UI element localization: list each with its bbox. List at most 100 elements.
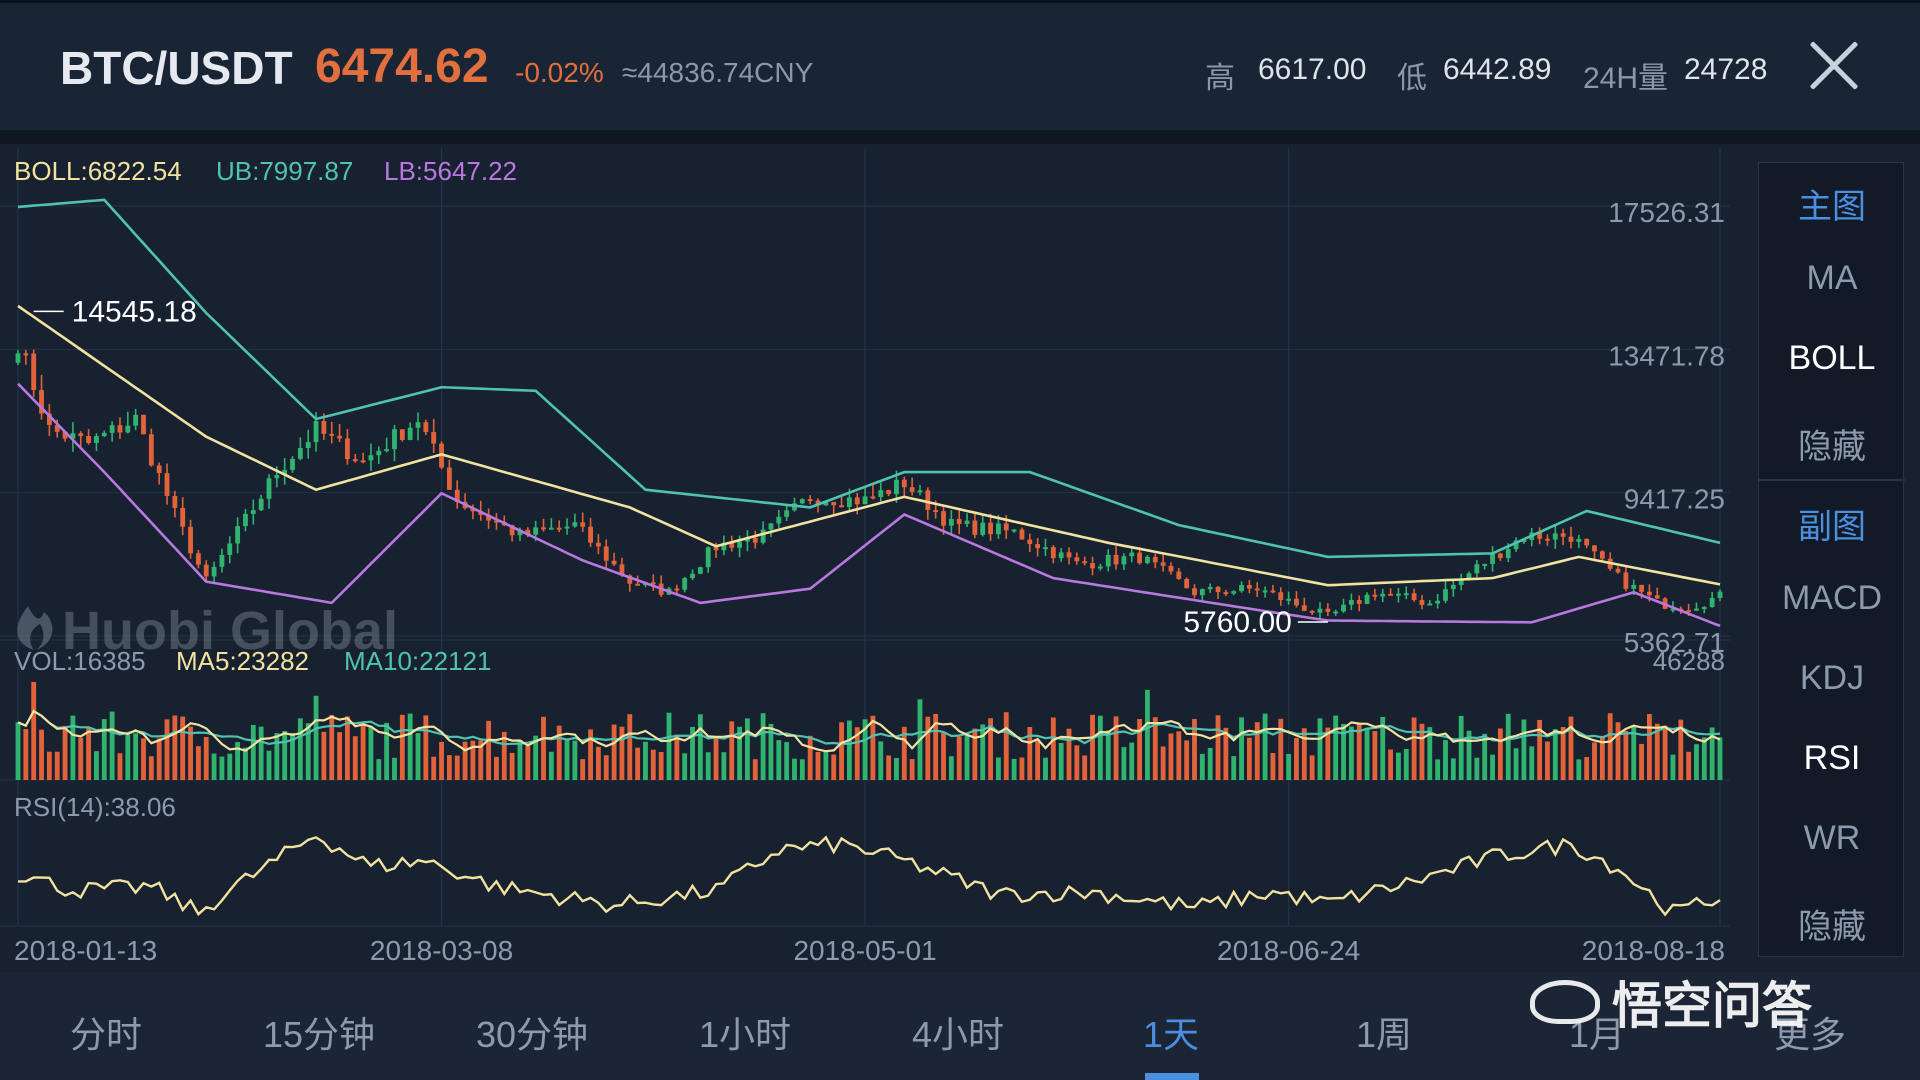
volume-bar bbox=[54, 751, 60, 780]
interval-tab-5[interactable]: 1天 bbox=[1142, 1014, 1200, 1055]
volume-bar bbox=[1207, 747, 1213, 780]
volume-bar bbox=[1058, 742, 1064, 780]
close-icon[interactable] bbox=[1808, 39, 1860, 91]
indicator-option-7[interactable]: RSI bbox=[1803, 739, 1861, 777]
candle bbox=[1192, 584, 1197, 599]
candle bbox=[768, 522, 774, 538]
candle bbox=[156, 462, 162, 485]
candle bbox=[1262, 586, 1268, 598]
volume-bar bbox=[1623, 730, 1629, 780]
volume-bar bbox=[972, 728, 978, 780]
volume-bar bbox=[1027, 726, 1033, 780]
kline-chart[interactable]: Huobi Global 14545.18 5760.00 BOLL:6822.5… bbox=[0, 144, 1755, 972]
volume-bar bbox=[368, 726, 374, 780]
volume-bar bbox=[862, 719, 868, 780]
volume-bar bbox=[1435, 759, 1441, 780]
candle bbox=[1333, 609, 1339, 616]
volume-bar bbox=[486, 720, 492, 780]
candle bbox=[360, 452, 366, 464]
indicator-option-3[interactable]: 隐藏 bbox=[1798, 428, 1866, 466]
candle bbox=[658, 575, 664, 597]
volume-bar bbox=[745, 718, 750, 780]
candle bbox=[611, 552, 617, 567]
indicator-option-6[interactable]: KDJ bbox=[1799, 659, 1865, 697]
trading-pair[interactable]: BTC/USDT bbox=[60, 42, 293, 94]
candle bbox=[1058, 547, 1064, 562]
interval-tab-4[interactable]: 4小时 bbox=[911, 1014, 1005, 1055]
volume-bar bbox=[807, 735, 813, 780]
candle bbox=[392, 425, 397, 462]
volume-bar bbox=[854, 727, 860, 780]
candle bbox=[1701, 606, 1707, 614]
candle bbox=[15, 350, 21, 365]
candle bbox=[541, 518, 546, 532]
volume-bar bbox=[250, 724, 256, 780]
volume-bar bbox=[1599, 735, 1605, 780]
ticker-header: BTC/USDT 6474.62 -0.02% ≈44836.74CNY 高 6… bbox=[0, 0, 1920, 130]
volume-bar bbox=[1262, 713, 1268, 780]
volume-bar bbox=[564, 738, 570, 780]
volume-bar bbox=[509, 752, 515, 780]
candle bbox=[1568, 526, 1574, 549]
interval-tab-0[interactable]: 分时 bbox=[69, 1014, 142, 1055]
volume-bar bbox=[1709, 727, 1715, 780]
volume-bar bbox=[1458, 715, 1464, 780]
high-value: 6617.00 bbox=[1258, 53, 1367, 86]
candle bbox=[133, 408, 139, 431]
volume-bar bbox=[588, 729, 593, 780]
volume-bar bbox=[815, 751, 821, 780]
volume-bar bbox=[180, 716, 186, 780]
volume-bar bbox=[878, 741, 884, 780]
candle bbox=[1584, 538, 1590, 549]
interval-tab-8[interactable]: 更多 bbox=[1773, 1014, 1846, 1055]
candle bbox=[188, 519, 193, 559]
volume-bar bbox=[337, 732, 342, 780]
indicator-option-8[interactable]: WR bbox=[1803, 819, 1861, 857]
indicator-option-5[interactable]: MACD bbox=[1781, 579, 1883, 617]
price-change: -0.02% bbox=[515, 57, 604, 88]
candle bbox=[972, 512, 978, 539]
interval-tab-6[interactable]: 1周 bbox=[1355, 1014, 1413, 1055]
volume-bar bbox=[1639, 743, 1644, 780]
candle bbox=[956, 510, 962, 535]
volume-bar bbox=[62, 725, 68, 780]
indicator-option-9[interactable]: 隐藏 bbox=[1798, 908, 1866, 946]
candle bbox=[1364, 592, 1370, 605]
volume-bar bbox=[1646, 714, 1652, 780]
indicator-option-1[interactable]: MA bbox=[1806, 259, 1858, 297]
x-tick-label: 2018-08-18 bbox=[1582, 935, 1725, 966]
candle bbox=[1380, 588, 1386, 603]
volume-bar bbox=[1372, 731, 1378, 780]
candle bbox=[1050, 545, 1056, 564]
candle bbox=[682, 576, 688, 593]
volume-bar bbox=[1513, 748, 1519, 780]
candle bbox=[925, 487, 931, 520]
cny-price: ≈44836.74CNY bbox=[622, 57, 814, 88]
volume-bar bbox=[1348, 726, 1354, 780]
volume-bar bbox=[964, 734, 970, 780]
candle bbox=[329, 421, 335, 444]
volume-bar bbox=[1082, 755, 1088, 780]
volume-bar bbox=[1490, 754, 1495, 780]
volume-bar bbox=[282, 730, 288, 780]
volume-bar bbox=[901, 726, 907, 780]
volume-bar bbox=[494, 756, 499, 780]
volume-bar bbox=[980, 724, 986, 780]
svg-text:5760.00: 5760.00 bbox=[1183, 606, 1291, 639]
candle bbox=[776, 509, 782, 529]
chart-labels: BOLL:6822.54 UB:7997.87 LB:5647.22 17526.31… bbox=[14, 156, 1725, 966]
candle bbox=[603, 539, 609, 570]
candle bbox=[1184, 577, 1190, 589]
volume-bar bbox=[995, 757, 1001, 780]
volume-bar bbox=[1231, 756, 1237, 780]
interval-tab-3[interactable]: 1小时 bbox=[698, 1014, 792, 1055]
volume-bar bbox=[1152, 717, 1158, 780]
volume-bar bbox=[650, 749, 656, 780]
candle bbox=[337, 423, 342, 443]
indicator-option-2[interactable]: BOLL bbox=[1788, 339, 1876, 377]
candle bbox=[870, 484, 876, 500]
candle bbox=[1497, 552, 1503, 561]
interval-tab-1[interactable]: 15分钟 bbox=[262, 1014, 376, 1055]
interval-tab-2[interactable]: 30分钟 bbox=[475, 1014, 589, 1055]
volume-bar bbox=[525, 746, 531, 780]
